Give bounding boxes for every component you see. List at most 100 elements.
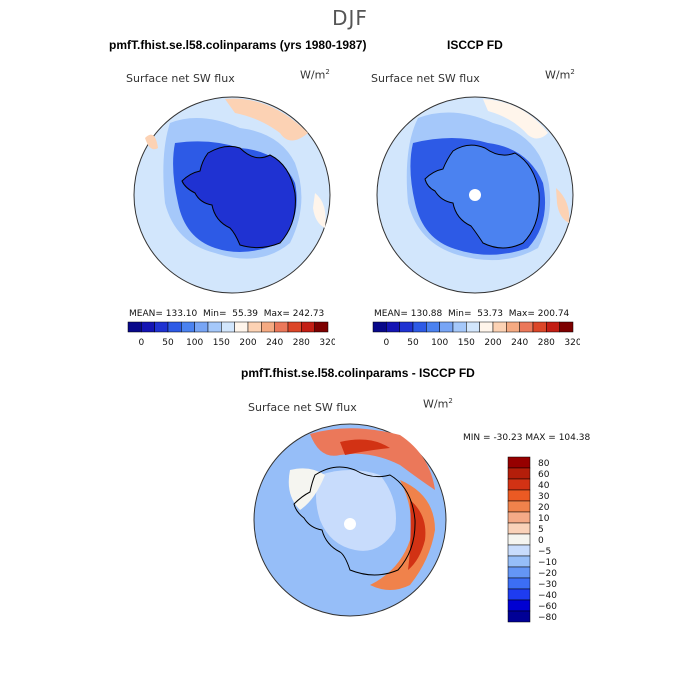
panel2-stats: MEAN= 130.88 Min= 53.73 Max= 200.74 — [374, 309, 570, 319]
panel2-colorbar: 0 50 100 150 200 240 280 320 — [372, 321, 580, 348]
panel1-colorbar-swatch — [221, 321, 235, 333]
panel2-colorbar-swatch — [386, 321, 400, 333]
panel2-warm-region — [483, 99, 548, 139]
panel3-colorbar-swatch — [507, 566, 531, 579]
panel3-continent-outline — [293, 466, 416, 576]
panel1-warm-region-3 — [145, 134, 158, 150]
panel2-colorbar-swatch — [492, 321, 507, 333]
panel3-strong-north — [340, 439, 390, 455]
panel3-colorbar-swatch — [507, 555, 531, 568]
panel2-colorbar-tick-label: 50 — [407, 338, 419, 348]
panel3-stats: MIN = -30.23 MAX = 104.38 — [463, 433, 591, 443]
panel3-colorbar-tick-label: 20 — [538, 503, 550, 513]
panel2-colorbar-swatch — [506, 321, 520, 333]
panel2-colorbar-tick-label: 150 — [458, 338, 475, 348]
panel1-warm-region — [225, 98, 308, 141]
panel3-colorbar-swatch — [507, 511, 531, 524]
panel3-colorbar-swatch — [507, 467, 531, 480]
panel3-colorbar-swatch — [507, 500, 531, 513]
panel3-title: pmfT.fhist.se.l58.colinparams - ISCCP FD — [241, 366, 475, 380]
panel3-colorbar-tick-label: 0 — [538, 536, 544, 546]
panel1-colorbar: 0 50 100 150 200 240 280 320 — [127, 321, 335, 348]
panel3-colorbar-swatch — [507, 588, 531, 601]
panel3-colorbar-tick-label: 40 — [538, 481, 550, 491]
panel3-units: W/m2 — [423, 397, 453, 411]
panel2-units: W/m2 — [545, 68, 575, 82]
panel1-colorbar-swatch — [127, 321, 142, 333]
panel1-colorbar-tick-label: 200 — [239, 338, 256, 348]
panel2-colorbar-swatch — [479, 321, 494, 333]
panel3-map — [253, 423, 447, 617]
panel3-colorbar-tick-label: −60 — [538, 602, 557, 612]
panel3-light-interior — [316, 470, 396, 551]
panel3-colorbar-tick-label: −30 — [538, 580, 557, 590]
panel3-colorbar-swatch — [507, 610, 531, 623]
panel2-colorbar-swatch — [426, 321, 440, 333]
panel2-colorbar-swatch — [372, 321, 387, 333]
panel3-colorbar-tick-label: −5 — [538, 547, 551, 557]
panel2-colorbar-swatch — [519, 321, 534, 333]
panel3-neutral-west — [288, 468, 325, 510]
panel3-colorbar-tick-label: 60 — [538, 470, 550, 480]
panel3-colorbar-tick-label: 10 — [538, 514, 550, 524]
panel2-warm-region-2 — [556, 188, 570, 223]
panel2-variable-label: Surface net SW flux — [371, 72, 480, 85]
panel1-colorbar-swatch — [247, 321, 262, 333]
panel2-colorbar-swatch — [559, 321, 574, 333]
panel2-colorbar-swatch — [532, 321, 547, 333]
panel1-colorbar-tick-label: 100 — [186, 338, 203, 348]
panel1-colorbar-tick-label: 320 — [319, 338, 335, 348]
panel3-colorbar-swatch — [507, 599, 531, 612]
panel1-colorbar-swatch — [141, 321, 155, 333]
panel2-colorbar-tick-label: 100 — [431, 338, 448, 348]
panel1-colorbar-swatch — [207, 321, 222, 333]
panel3-strong-east — [408, 500, 426, 570]
panel3-colorbar-tick-label: −20 — [538, 569, 557, 579]
panel3-colorbar-tick-label: 30 — [538, 492, 550, 502]
panel2-colorbar-tick-label: 0 — [383, 338, 389, 348]
panel2-colorbar-swatch — [466, 321, 480, 333]
panel3-colorbar-swatch — [507, 533, 531, 546]
panel2-colorbar-swatch — [452, 321, 467, 333]
panel1-units: W/m2 — [300, 68, 330, 82]
panel1-colorbar-swatch — [261, 321, 275, 333]
panel2-colorbar-tick-label: 320 — [564, 338, 580, 348]
panel2-title: ISCCP FD — [447, 38, 503, 52]
panel1-colorbar-swatch — [274, 321, 289, 333]
panel1-colorbar-tick-label: 240 — [266, 338, 283, 348]
panel1-stats: MEAN= 133.10 Min= 55.39 Max= 242.73 — [129, 309, 325, 319]
panel1-map — [133, 96, 331, 294]
panel1-colorbar-swatch — [154, 321, 169, 333]
panel1-colorbar-swatch — [167, 321, 182, 333]
panel2-colorbar-tick-label: 280 — [538, 338, 555, 348]
panel1-colorbar-swatch — [314, 321, 329, 333]
panel3-warm-arc-east — [370, 480, 435, 590]
panel1-continent — [181, 145, 296, 249]
panel1-variable-label: Surface net SW flux — [126, 72, 235, 85]
panel1-colorbar-tick-label: 0 — [138, 338, 144, 348]
panel3-colorbar-swatch — [507, 456, 531, 469]
panel3-colorbar-tick-label: 80 — [538, 459, 550, 469]
panel1-colorbar-tick-label: 150 — [213, 338, 230, 348]
panel2-colorbar-tick-label: 200 — [484, 338, 501, 348]
panel1-colorbar-swatch — [234, 321, 249, 333]
panel2-map — [376, 96, 574, 294]
panel2-continent — [424, 144, 540, 249]
panel1-colorbar-swatch — [194, 321, 209, 333]
panel2-colorbar-tick-label: 240 — [511, 338, 528, 348]
panel3-colorbar-swatch — [507, 577, 531, 590]
panel3-colorbar-tick-label: 5 — [538, 525, 544, 535]
panel2-colorbar-swatch — [546, 321, 560, 333]
panel1-warm-region-2 — [313, 193, 326, 228]
panel3-colorbar-tick-label: −10 — [538, 558, 557, 568]
panel1-title: pmfT.fhist.se.l58.colinparams (yrs 1980-… — [109, 38, 367, 52]
panel3-colorbar-swatch — [507, 522, 531, 535]
panel3-colorbar-swatch — [507, 544, 531, 557]
panel1-colorbar-tick-label: 280 — [293, 338, 310, 348]
panel3-variable-label: Surface net SW flux — [248, 401, 357, 414]
panel1-colorbar-swatch — [301, 321, 315, 333]
panel3-colorbar-swatch — [507, 478, 531, 491]
panel1-colorbar-swatch — [287, 321, 302, 333]
panel2-colorbar-swatch — [412, 321, 427, 333]
